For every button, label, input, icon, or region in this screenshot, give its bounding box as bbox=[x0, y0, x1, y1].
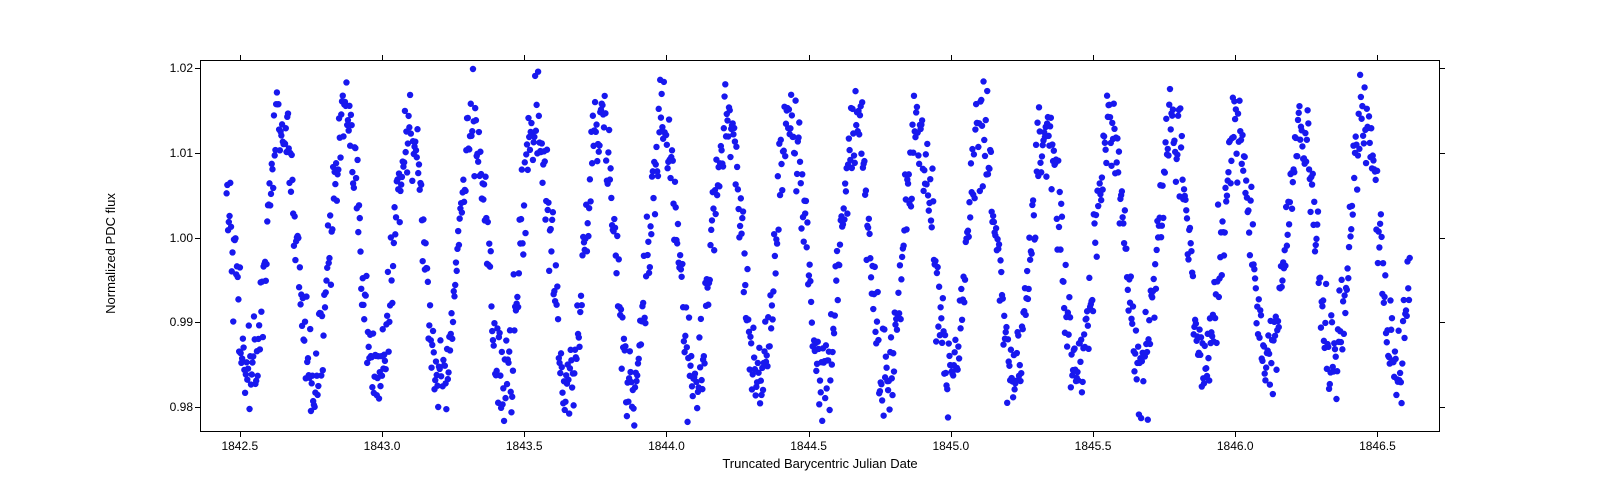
x-tick-mark bbox=[524, 432, 525, 437]
x-tick-mark bbox=[1093, 55, 1094, 60]
y-tick-mark bbox=[195, 322, 200, 323]
x-tick-mark bbox=[1235, 55, 1236, 60]
y-tick-mark bbox=[1440, 153, 1445, 154]
y-tick-mark bbox=[1440, 238, 1445, 239]
plot-area bbox=[200, 60, 1440, 432]
y-tick-mark bbox=[195, 407, 200, 408]
y-tick-mark bbox=[195, 238, 200, 239]
x-tick-mark bbox=[809, 55, 810, 60]
x-tick-mark bbox=[1377, 55, 1378, 60]
y-tick-label: 1.02 bbox=[155, 61, 193, 75]
x-tick-label: 1843.5 bbox=[506, 439, 543, 453]
x-tick-label: 1846.5 bbox=[1359, 439, 1396, 453]
x-tick-mark bbox=[1093, 432, 1094, 437]
x-tick-label: 1846.0 bbox=[1217, 439, 1254, 453]
x-axis-label: Truncated Barycentric Julian Date bbox=[200, 456, 1440, 471]
x-tick-label: 1845.0 bbox=[932, 439, 969, 453]
y-axis-label: Normalized PDC flux bbox=[103, 193, 118, 314]
x-tick-mark bbox=[240, 432, 241, 437]
x-tick-mark bbox=[382, 432, 383, 437]
y-tick-label: 0.99 bbox=[155, 315, 193, 329]
scatter-points bbox=[201, 61, 1441, 433]
x-tick-mark bbox=[809, 432, 810, 437]
y-tick-label: 0.98 bbox=[155, 400, 193, 414]
x-tick-mark bbox=[951, 432, 952, 437]
x-tick-label: 1844.0 bbox=[648, 439, 685, 453]
y-tick-mark bbox=[195, 68, 200, 69]
x-tick-mark bbox=[951, 55, 952, 60]
x-tick-mark bbox=[240, 55, 241, 60]
x-tick-mark bbox=[382, 55, 383, 60]
x-tick-label: 1845.5 bbox=[1075, 439, 1112, 453]
x-tick-mark bbox=[1235, 432, 1236, 437]
y-tick-label: 1.00 bbox=[155, 231, 193, 245]
y-tick-mark bbox=[195, 153, 200, 154]
y-tick-mark bbox=[1440, 322, 1445, 323]
x-tick-mark bbox=[1377, 432, 1378, 437]
x-tick-mark bbox=[524, 55, 525, 60]
x-tick-mark bbox=[666, 55, 667, 60]
x-tick-label: 1843.0 bbox=[364, 439, 401, 453]
x-tick-mark bbox=[666, 432, 667, 437]
y-tick-label: 1.01 bbox=[155, 146, 193, 160]
x-tick-label: 1844.5 bbox=[790, 439, 827, 453]
y-tick-mark bbox=[1440, 68, 1445, 69]
figure: Normalized PDC flux Truncated Barycentri… bbox=[0, 0, 1600, 500]
y-tick-mark bbox=[1440, 407, 1445, 408]
x-tick-label: 1842.5 bbox=[221, 439, 258, 453]
